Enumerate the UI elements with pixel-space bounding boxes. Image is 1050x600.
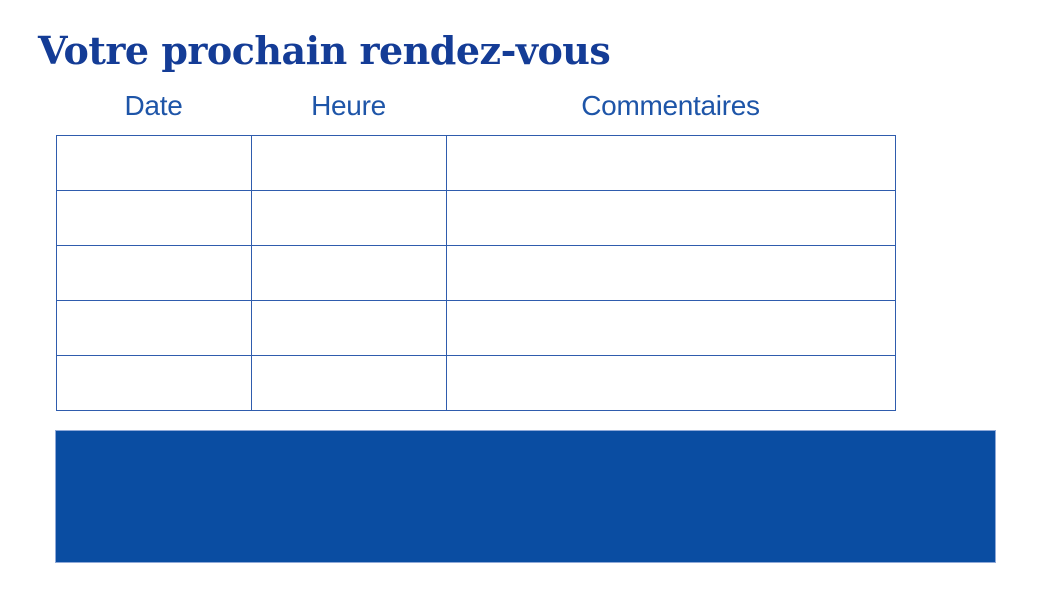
column-header-heure: Heure [311, 90, 386, 121]
table-cell[interactable] [56, 245, 252, 301]
column-header-date: Date [124, 90, 183, 121]
table-column-headers: Date Heure Commentaires [56, 92, 895, 120]
bottom-banner-rectangle [55, 430, 996, 563]
table-cell[interactable] [251, 245, 447, 301]
column-header-commentaires: Commentaires [581, 90, 760, 121]
table-cell[interactable] [446, 135, 896, 191]
table-cell[interactable] [251, 355, 447, 411]
table-row [56, 190, 896, 246]
table-cell[interactable] [446, 300, 896, 356]
table-cell[interactable] [56, 190, 252, 246]
table-row [56, 355, 896, 411]
table-cell[interactable] [56, 300, 252, 356]
table-row [56, 245, 896, 301]
appointments-table [56, 135, 896, 411]
table-cell[interactable] [446, 355, 896, 411]
page-title: Votre prochain rendez-vous [38, 28, 611, 73]
table-cell[interactable] [251, 135, 447, 191]
table-cell[interactable] [251, 190, 447, 246]
table-cell[interactable] [56, 135, 252, 191]
table-cell[interactable] [446, 190, 896, 246]
table-cell[interactable] [56, 355, 252, 411]
table-row [56, 300, 896, 356]
appointments-table-body [56, 135, 896, 411]
table-cell[interactable] [446, 245, 896, 301]
table-cell[interactable] [251, 300, 447, 356]
table-row [56, 135, 896, 191]
